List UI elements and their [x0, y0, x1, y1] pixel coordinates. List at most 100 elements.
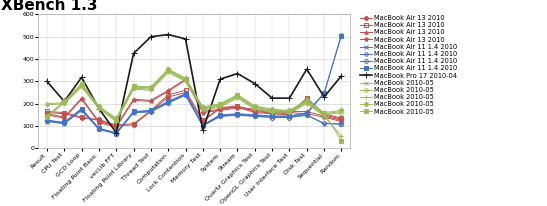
MacBook 2010-05: [113, 117, 119, 119]
MacBook 2010-05: [96, 105, 102, 108]
MacBook 2010-05: [234, 95, 241, 97]
MacBook 2010-05: [44, 104, 50, 106]
MacBook 2010-05: [78, 83, 85, 85]
MacBook Air 13 2010: [269, 112, 275, 114]
MacBook 2010-05: [182, 80, 189, 83]
MacBook Air 11 1.4 2010: [78, 108, 85, 110]
MacBook Air 11 1.4 2010: [200, 124, 206, 126]
MacBook Air 13 2010: [113, 125, 119, 127]
MacBook Air 11 1.4 2010: [61, 123, 68, 125]
MacBook Air 11 1.4 2010: [182, 94, 189, 96]
MacBook 2010-05: [321, 115, 327, 117]
MacBook Pro 17 2010-04: [165, 33, 172, 36]
MacBook Air 13 2010: [217, 107, 223, 109]
MacBook 2010-05: [113, 119, 119, 122]
MacBook Air 11 1.4 2010: [252, 114, 258, 117]
MacBook Air 11 1.4 2010: [304, 112, 310, 115]
MacBook Pro 17 2010-04: [44, 80, 50, 83]
MacBook Pro 17 2010-04: [113, 131, 119, 134]
MacBook Air 11 1.4 2010: [338, 34, 345, 37]
MacBook Air 13 2010: [217, 107, 223, 109]
MacBook Air 13 2010: [113, 125, 119, 127]
MacBook 2010-05: [130, 87, 137, 89]
MacBook Air 13 2010: [200, 110, 206, 113]
MacBook 2010-05: [182, 79, 189, 82]
MacBook Air 13 2010: [286, 111, 293, 114]
MacBook Air 13 2010: [321, 114, 327, 116]
MacBook 2010-05: [200, 107, 206, 109]
MacBook Air 13 2010: [78, 116, 85, 118]
MacBook Air 13 2010: [182, 89, 189, 91]
MacBook Air 13 2010: [182, 79, 189, 82]
MacBook 2010-05: [96, 107, 102, 109]
MacBook Air 13 2010: [269, 111, 275, 114]
MacBook 2010-05: [61, 101, 68, 104]
MacBook 2010-05: [182, 77, 189, 79]
MacBook Air 11 1.4 2010: [252, 114, 258, 116]
MacBook Air 13 2010: [130, 99, 137, 102]
Line: MacBook Air 13 2010: MacBook Air 13 2010: [45, 91, 343, 128]
MacBook Air 13 2010: [269, 112, 275, 115]
MacBook Air 11 1.4 2010: [269, 116, 275, 118]
MacBook 2010-05: [182, 77, 189, 80]
MacBook 2010-05: [61, 102, 68, 105]
MacBook Air 11 1.4 2010: [286, 116, 293, 118]
MacBook 2010-05: [269, 110, 275, 113]
MacBook 2010-05: [269, 108, 275, 110]
MacBook 2010-05: [338, 110, 345, 113]
MacBook Air 13 2010: [182, 78, 189, 80]
MacBook Air 13 2010: [165, 96, 172, 98]
MacBook Air 11 1.4 2010: [338, 33, 345, 36]
MacBook 2010-05: [217, 104, 223, 106]
MacBook Air 11 1.4 2010: [78, 107, 85, 110]
MacBook 2010-05: [338, 139, 345, 142]
MacBook 2010-05: [217, 102, 223, 105]
MacBook Air 13 2010: [321, 112, 327, 115]
MacBook Air 11 1.4 2010: [61, 121, 68, 124]
MacBook Air 11 1.4 2010: [217, 115, 223, 118]
MacBook 2010-05: [200, 106, 206, 108]
MacBook Air 11 1.4 2010: [130, 111, 137, 114]
MacBook Air 13 2010: [130, 123, 137, 125]
MacBook 2010-05: [286, 110, 293, 112]
MacBook 2010-05: [78, 82, 85, 85]
Line: MacBook 2010-05: MacBook 2010-05: [45, 67, 343, 120]
Line: MacBook Air 11 1.4 2010: MacBook Air 11 1.4 2010: [45, 33, 343, 135]
MacBook 2010-05: [44, 115, 50, 118]
Line: MacBook 2010-05: MacBook 2010-05: [45, 68, 343, 142]
MacBook 2010-05: [165, 70, 172, 73]
MacBook Air 13 2010: [61, 112, 68, 115]
Line: MacBook 2010-05: MacBook 2010-05: [44, 70, 344, 138]
MacBook 2010-05: [113, 118, 119, 121]
MacBook Air 11 1.4 2010: [338, 123, 345, 125]
MacBook 2010-05: [269, 109, 275, 111]
MacBook Air 13 2010: [61, 116, 68, 118]
MacBook 2010-05: [130, 86, 137, 88]
MacBook Air 13 2010: [130, 98, 137, 101]
MacBook Air 11 1.4 2010: [113, 131, 119, 134]
MacBook Air 11 1.4 2010: [44, 120, 50, 122]
MacBook Air 13 2010: [338, 118, 345, 121]
Line: MacBook Air 11 1.4 2010: MacBook Air 11 1.4 2010: [45, 94, 343, 135]
MacBook Air 13 2010: [165, 90, 172, 93]
Line: MacBook Air 13 2010: MacBook Air 13 2010: [44, 78, 344, 130]
MacBook 2010-05: [304, 100, 310, 103]
MacBook Air 11 1.4 2010: [338, 123, 345, 125]
MacBook Air 11 1.4 2010: [96, 128, 102, 130]
MacBook Air 11 1.4 2010: [44, 120, 50, 123]
MacBook Air 11 1.4 2010: [200, 125, 206, 127]
MacBook 2010-05: [321, 111, 327, 114]
MacBook Air 11 1.4 2010: [113, 132, 119, 135]
MacBook Air 13 2010: [234, 105, 241, 107]
MacBook 2010-05: [252, 105, 258, 107]
MacBook 2010-05: [234, 94, 241, 96]
MacBook Air 11 1.4 2010: [234, 112, 241, 115]
MacBook Air 13 2010: [148, 109, 154, 112]
MacBook 2010-05: [165, 71, 172, 74]
MacBook Air 11 1.4 2010: [44, 119, 50, 122]
MacBook Air 13 2010: [165, 94, 172, 96]
MacBook Air 11 1.4 2010: [182, 93, 189, 95]
MacBook Air 13 2010: [286, 110, 293, 113]
MacBook Air 11 1.4 2010: [165, 100, 172, 103]
MacBook 2010-05: [304, 99, 310, 102]
